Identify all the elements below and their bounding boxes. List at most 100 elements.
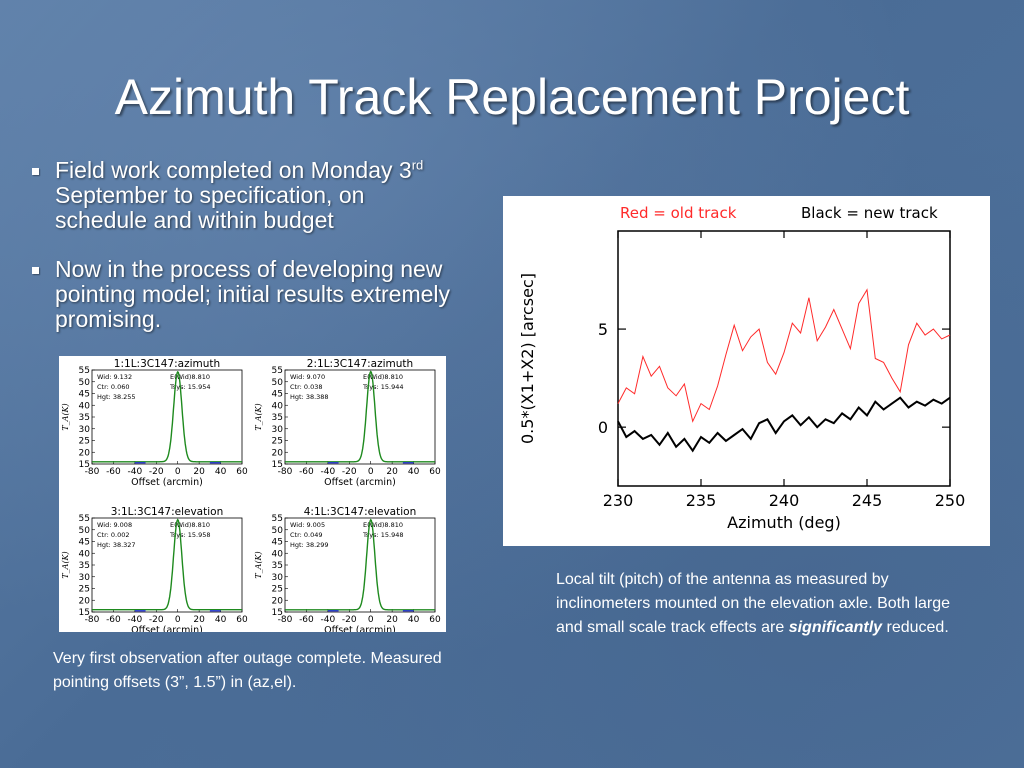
scan-stat: Ctr: 0.060 (97, 383, 130, 391)
scan-stat: Wid: 9.070 (290, 373, 325, 381)
scan-stat: Wid: 9.132 (97, 373, 132, 381)
scan-xtick-label: 40 (215, 467, 227, 477)
scan-xlabel: Offset (arcmin) (324, 477, 396, 488)
scan-xtick-label: 40 (408, 467, 420, 477)
tilt-xtick-label: 230 (603, 491, 634, 510)
scan-stat: Hgt: 38.327 (97, 541, 136, 549)
scan-xtick-label: 0 (175, 615, 181, 625)
scan-xtick-label: -40 (128, 615, 143, 625)
scan-stat: E(Wid)8.810 (363, 373, 403, 381)
tilt-xlabel: Azimuth (deg) (727, 513, 841, 532)
tilt-xtick-label: 250 (935, 491, 966, 510)
scan-stat: Hgt: 38.299 (290, 541, 329, 549)
scan-xtick-label: -60 (299, 615, 314, 625)
scan-xtick-label: 60 (429, 467, 441, 477)
bullet-list: Field work completed on Monday 3rd Septe… (28, 158, 458, 356)
scan-stat: Hgt: 38.255 (97, 393, 136, 401)
scan-xtick-label: -20 (149, 615, 164, 625)
scan-xtick-label: 20 (193, 615, 205, 625)
pointing-scans-figure: 1:1L:3C147:azimuth 15 20 25 30 35 40 45 50 55 -80-… (59, 356, 446, 632)
scan-stat: E(Wid)8.810 (170, 373, 210, 381)
scan-ytick-label: 30 (272, 573, 284, 583)
scan-title: 4:1L:3C147:elevation (304, 506, 416, 518)
scan-chart-2: 2:1L:3C147:azimuth152025303540455055-80-… (254, 358, 441, 488)
scan-ytick-label: 30 (79, 573, 91, 583)
scan-ytick-label: 15 (272, 608, 283, 618)
scan-xtick-label: -80 (85, 467, 100, 477)
scan-ytick-label: 45 (272, 538, 283, 548)
caption-emphasis: significantly (788, 619, 883, 636)
scan-ytick-label: 50 (272, 378, 284, 388)
scan-ytick-label: 25 (272, 585, 283, 595)
tilt-series-new-track (617, 396, 951, 453)
bullet-text: Now in the process of developing new poi… (55, 256, 451, 332)
bullet-text: Field work completed on Monday 3rd Septe… (55, 157, 424, 233)
scan-ylabel: T_A(K) (61, 403, 70, 430)
scan-xtick-label: 60 (429, 615, 441, 625)
scan-gaussian-fit (92, 370, 242, 463)
scan-ytick-label: 35 (79, 561, 90, 571)
bullet-item: Field work completed on Monday 3rd Septe… (28, 158, 458, 233)
scan-ytick-label: 30 (79, 425, 91, 435)
scan-xtick-label: -40 (321, 467, 336, 477)
bullet-square-icon (32, 267, 39, 274)
scan-stat: E(Wid)8.810 (170, 521, 210, 529)
tilt-legend-new: Black = new track (801, 204, 938, 222)
scan-gaussian-fit (285, 518, 435, 611)
scan-ytick-label: 30 (272, 425, 284, 435)
scan-xtick-label: -20 (342, 467, 357, 477)
scan-xtick-label: 60 (236, 467, 248, 477)
scan-ylabel: T_A(K) (61, 551, 70, 578)
scan-chart-1: 1:1L:3C147:azimuth152025303540455055-80-… (61, 358, 248, 488)
scan-ytick-label: 25 (79, 437, 90, 447)
tilt-ylabel: 0.5*(X1+X2) [arcsec] (518, 273, 537, 444)
scan-ytick-label: 20 (79, 448, 91, 458)
scan-ytick-label: 45 (272, 390, 283, 400)
scan-stat: E(Wid)8.810 (363, 521, 403, 529)
scan-ytick-label: 25 (272, 437, 283, 447)
scan-ytick-label: 35 (272, 413, 283, 423)
scan-stat: Wid: 9.008 (97, 521, 132, 529)
scan-ytick-label: 35 (272, 561, 283, 571)
scan-ytick-label: 40 (79, 549, 91, 559)
scan-stat: Tsys: 15.948 (362, 531, 404, 539)
scan-stat: Ctr: 0.038 (290, 383, 323, 391)
scan-ytick-label: 50 (79, 378, 91, 388)
scan-xtick-label: 20 (386, 467, 398, 477)
scan-stat: Ctr: 0.002 (97, 531, 130, 539)
tilt-chart-svg: 230 235 240 245 250 0 5 Azimuth (deg) 0.5*(X1+X2… (518, 204, 966, 532)
scan-ylabel: T_A(K) (254, 551, 263, 578)
scan-xtick-label: 20 (386, 615, 398, 625)
scan-ytick-label: 40 (272, 549, 284, 559)
scan-xlabel: Offset (arcmin) (131, 625, 203, 632)
bullet-square-icon (32, 168, 39, 175)
scan-xlabel: Offset (arcmin) (131, 477, 203, 488)
scan-chart-4: 4:1L:3C147:elevation152025303540455055-8… (254, 506, 441, 632)
tilt-ytick-label: 0 (598, 418, 608, 437)
scan-xtick-label: -60 (299, 467, 314, 477)
scan-xtick-label: -20 (149, 467, 164, 477)
scan-ytick-label: 15 (272, 460, 283, 470)
tilt-series-old-track (617, 288, 951, 423)
scan-xlabel: Offset (arcmin) (324, 625, 396, 632)
tilt-xtick-label: 245 (852, 491, 883, 510)
scan-xtick-label: 0 (368, 467, 374, 477)
scan-stat: Tsys: 15.944 (362, 383, 404, 391)
scan-xtick-label: -60 (106, 467, 121, 477)
scan-ytick-label: 55 (272, 366, 283, 376)
tilt-xtick-label: 235 (686, 491, 717, 510)
scan-ytick-label: 50 (272, 526, 284, 536)
tilt-figure: 230 235 240 245 250 0 5 Azimuth (deg) 0.5*(X1+X2… (503, 196, 990, 546)
scan-ytick-label: 40 (79, 401, 91, 411)
scan-stat: Tsys: 15.954 (169, 383, 211, 391)
scan-ytick-label: 55 (79, 514, 90, 524)
scan-ytick-label: 45 (79, 538, 90, 548)
scan-stat: Ctr: 0.049 (290, 531, 323, 539)
scan-xtick-label: -80 (85, 615, 100, 625)
scan-ytick-label: 40 (272, 401, 284, 411)
tilt-legend-old: Red = old track (620, 204, 737, 222)
scan-ytick-label: 35 (79, 413, 90, 423)
scan-xtick-label: 20 (193, 467, 205, 477)
scan-xtick-label: -20 (342, 615, 357, 625)
scan-ytick-label: 20 (272, 596, 284, 606)
